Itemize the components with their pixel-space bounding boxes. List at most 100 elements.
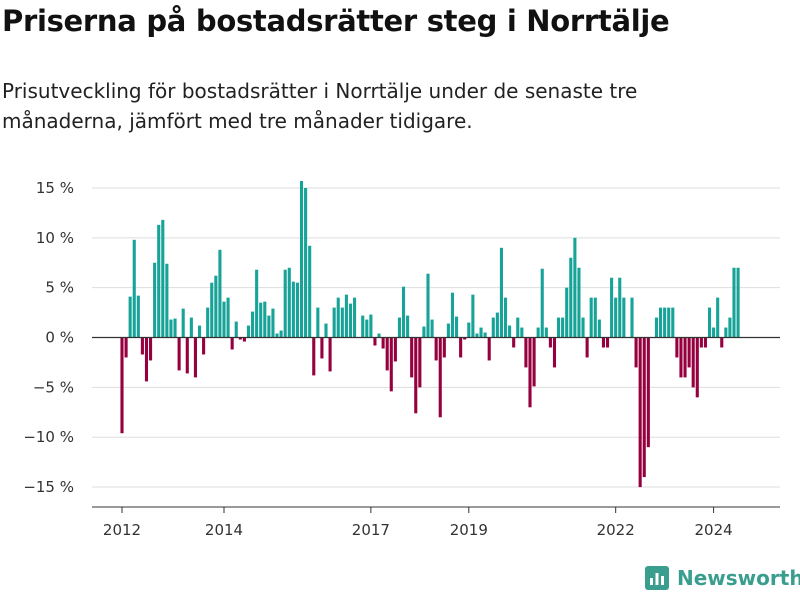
page-title: Priserna på bostadsrätter steg i Norrtäl…	[2, 4, 670, 38]
bar	[634, 337, 638, 368]
bar	[259, 302, 263, 338]
bar	[238, 337, 242, 340]
bar	[581, 317, 585, 338]
bar	[434, 337, 438, 361]
bar	[475, 333, 479, 338]
bar	[263, 301, 267, 338]
bar	[732, 267, 736, 338]
bar	[499, 247, 503, 338]
bar	[312, 337, 316, 376]
bar	[218, 249, 222, 338]
bar	[663, 307, 667, 338]
y-tick-label: 10 %	[36, 229, 74, 247]
bar	[251, 311, 255, 338]
bar	[589, 297, 593, 338]
bar	[255, 269, 259, 338]
bar	[703, 337, 707, 348]
y-tick-label: −10 %	[23, 428, 74, 446]
bar	[438, 337, 442, 418]
bar	[181, 308, 185, 338]
bar	[283, 269, 287, 338]
bar	[503, 297, 508, 338]
bar	[189, 317, 193, 338]
bar	[418, 337, 422, 388]
y-tick-label: −5 %	[33, 378, 74, 396]
bar	[459, 337, 463, 358]
x-tick-label: 2024	[695, 521, 733, 539]
bar	[512, 337, 516, 348]
bar	[393, 337, 397, 362]
bar	[246, 325, 251, 338]
bar	[720, 337, 724, 348]
bar	[495, 312, 499, 338]
bar	[642, 337, 646, 478]
bar	[304, 187, 308, 338]
bar	[471, 294, 475, 338]
bar	[414, 337, 418, 414]
bar	[214, 275, 218, 338]
bar	[695, 337, 699, 398]
bar	[569, 257, 573, 338]
bar	[524, 337, 528, 368]
bar	[291, 281, 295, 338]
bar	[593, 297, 597, 338]
bar	[287, 267, 291, 338]
bar	[601, 337, 605, 348]
bar	[377, 333, 381, 338]
bar	[295, 282, 299, 338]
bar	[373, 337, 377, 346]
bar	[442, 337, 446, 358]
bar	[332, 307, 336, 338]
bar	[169, 319, 173, 338]
bar	[136, 295, 140, 338]
x-tick-label: 2012	[103, 521, 141, 539]
x-tick-label: 2014	[205, 521, 243, 539]
bar	[275, 333, 279, 338]
bar	[336, 297, 340, 338]
bar	[153, 262, 157, 338]
bar	[654, 317, 659, 338]
bar	[161, 219, 165, 338]
bar	[140, 337, 144, 355]
bar	[516, 317, 520, 338]
bar	[687, 337, 691, 368]
y-tick-label: −15 %	[23, 478, 74, 496]
bar	[267, 315, 271, 338]
bar	[683, 337, 687, 378]
y-tick-label: 0 %	[45, 329, 74, 347]
bar	[561, 317, 565, 338]
chart-gridlines	[92, 187, 780, 488]
bar	[446, 323, 450, 338]
bar	[675, 337, 679, 358]
bar	[565, 287, 569, 338]
bar	[712, 327, 716, 338]
bar	[659, 307, 663, 338]
y-tick-label: 5 %	[45, 279, 74, 297]
bar	[144, 337, 149, 382]
bar	[149, 337, 153, 361]
bar	[491, 317, 495, 338]
bar	[361, 315, 365, 338]
bar	[585, 337, 589, 358]
bar	[124, 337, 128, 358]
bar	[724, 327, 728, 338]
bar	[455, 316, 459, 338]
bar	[622, 297, 626, 338]
bar	[430, 319, 434, 338]
bar	[426, 273, 430, 338]
bar	[536, 327, 540, 338]
bar	[128, 296, 132, 338]
bar	[483, 332, 487, 338]
bar	[206, 307, 210, 338]
bar	[369, 314, 373, 338]
bar	[385, 337, 389, 371]
bar	[618, 277, 622, 338]
bar	[597, 319, 601, 338]
bar	[202, 337, 206, 355]
bar	[548, 337, 552, 348]
bar	[544, 327, 548, 338]
bar	[230, 337, 234, 350]
annotation-label: 7 %	[719, 0, 749, 4]
bar	[691, 337, 695, 388]
chart-annotation: 7 %	[719, 0, 749, 4]
